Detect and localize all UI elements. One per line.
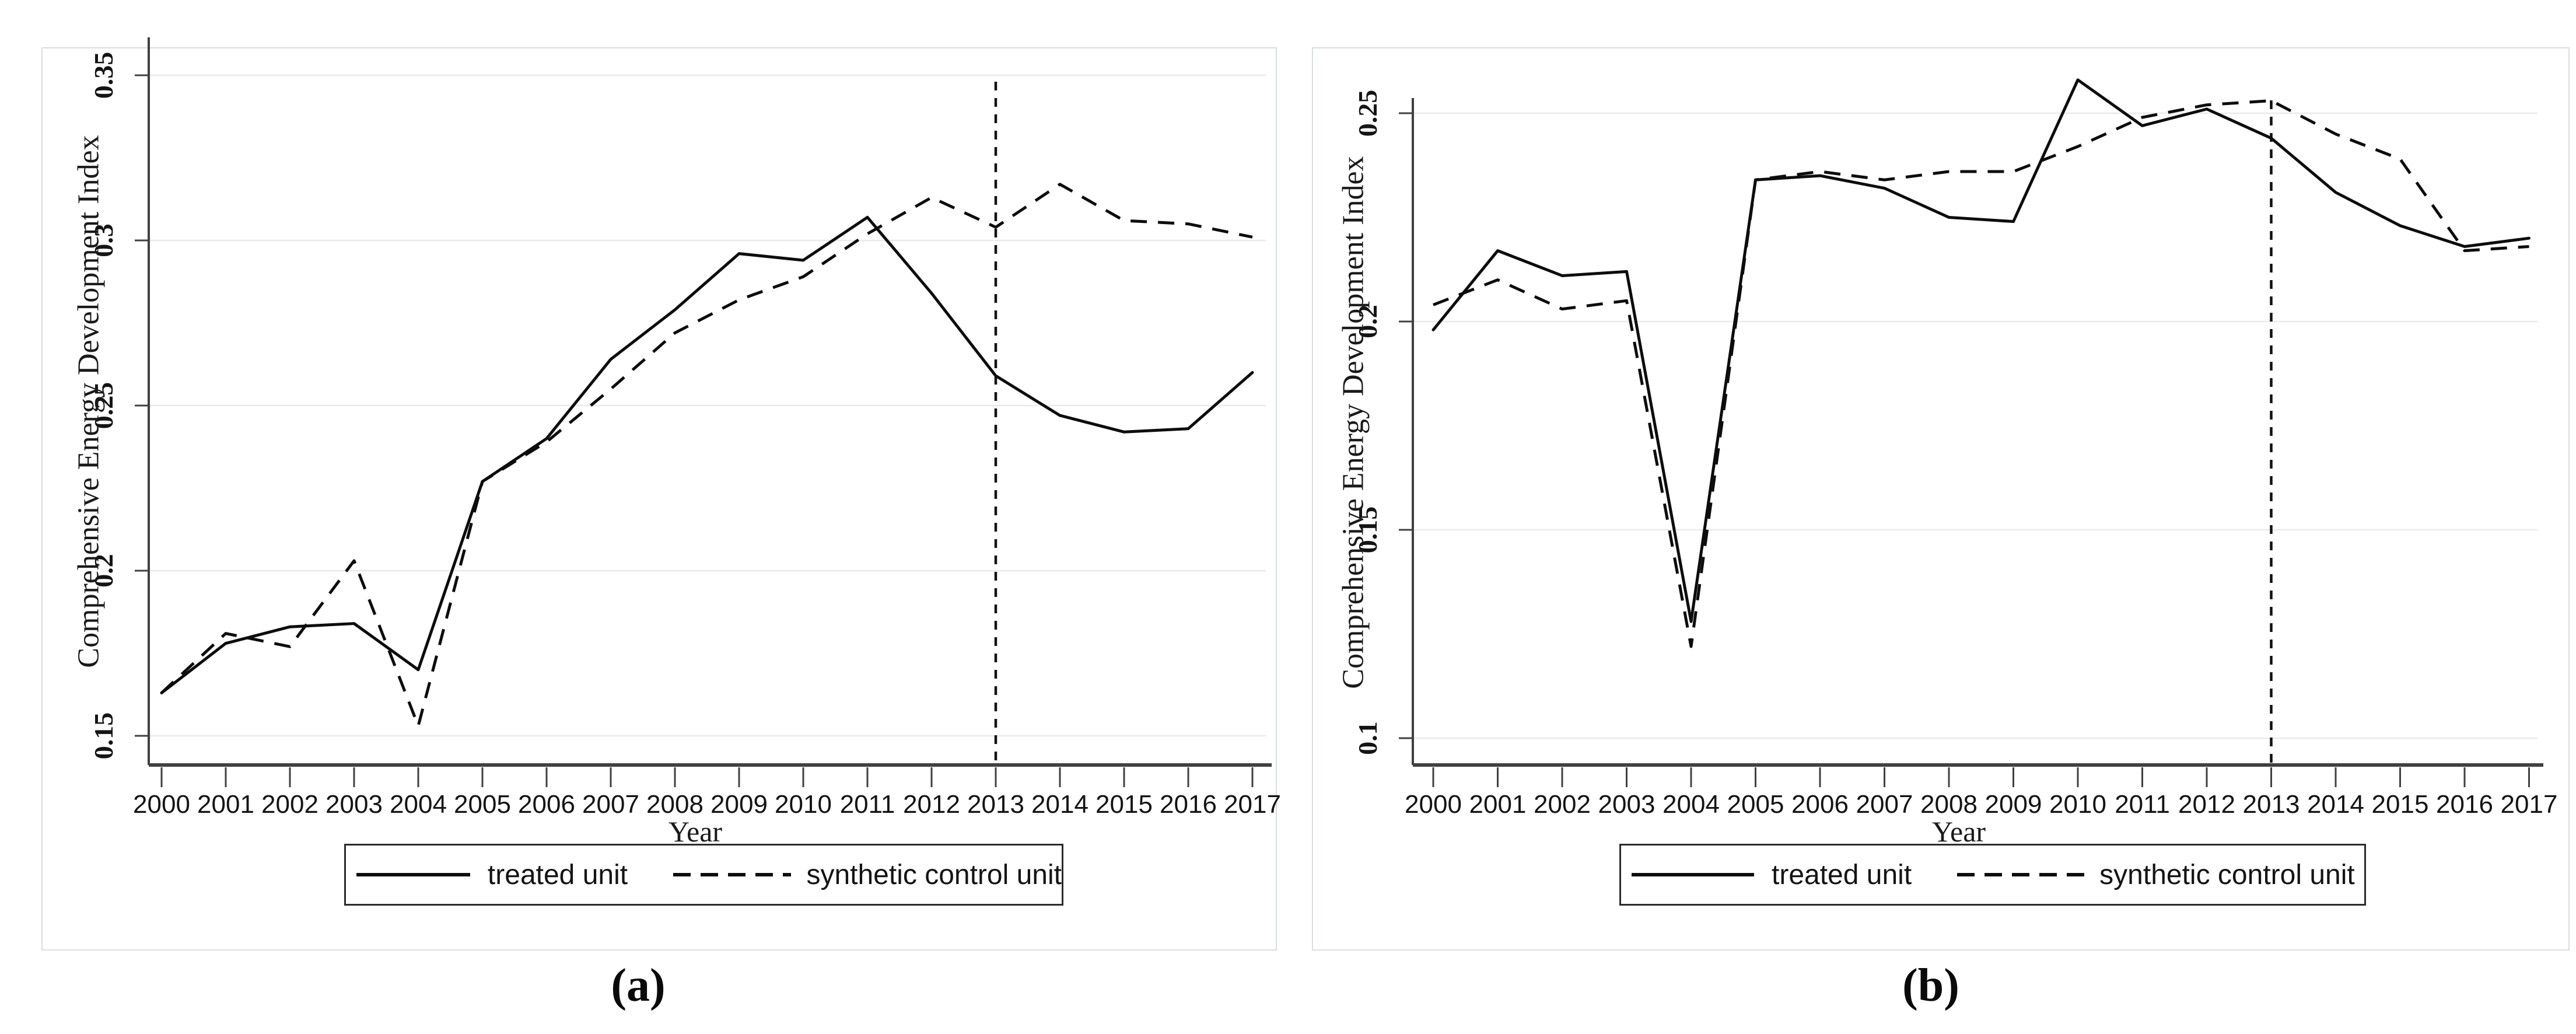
treated-line-b <box>1432 78 2530 623</box>
y-tick-label-a-0.2: 0.2 <box>89 554 118 588</box>
y-tick-label-b-0.25: 0.25 <box>1353 90 1382 137</box>
x-tick-label-b-2003: 2003 <box>1598 790 1656 819</box>
caption-b: (b) <box>1902 960 1959 1011</box>
y-tick-label-a-0.25: 0.25 <box>89 382 118 429</box>
x-tick-label-a-2007: 2007 <box>582 790 639 819</box>
x-axis-title-b: Year <box>1931 815 1986 848</box>
x-tick-label-b-2014: 2014 <box>2307 790 2364 819</box>
x-tick-label-b-2015: 2015 <box>2372 790 2429 819</box>
treated-line-a <box>160 215 1254 694</box>
x-tick-label-a-2006: 2006 <box>518 790 575 819</box>
y-axis-title-a: Comprehensive Energy Development Index <box>72 135 106 668</box>
x-tick-label-b-2004: 2004 <box>1662 790 1720 819</box>
caption-a: (a) <box>611 960 666 1011</box>
legend-a: treated unit synthetic control unit <box>344 844 1063 906</box>
x-tick-label-a-2011: 2011 <box>840 790 895 819</box>
x-tick-label-b-2013: 2013 <box>2243 790 2300 819</box>
graph-region-border-b <box>1312 47 2570 951</box>
x-tick-label-b-2012: 2012 <box>2178 790 2235 819</box>
legend-treated-line-sample <box>356 873 470 876</box>
x-tick-label-a-2012: 2012 <box>903 790 960 819</box>
y-tick-label-a-0.3: 0.3 <box>89 223 118 257</box>
x-tick-label-b-2010: 2010 <box>2049 790 2106 819</box>
y-axis-title-b: Comprehensive Energy Development Index <box>1336 156 1370 689</box>
y-tick-label-b-0.15: 0.15 <box>1353 506 1382 554</box>
x-tick-label-a-2017: 2017 <box>1224 790 1281 819</box>
y-tick-label-b-0.2: 0.2 <box>1353 305 1382 338</box>
x-tick-label-a-2015: 2015 <box>1096 790 1153 819</box>
x-tick-label-b-2000: 2000 <box>1405 790 1462 819</box>
x-tick-label-b-2001: 2001 <box>1469 790 1527 819</box>
x-tick-label-b-2006: 2006 <box>1791 790 1849 819</box>
legend-label-treated: treated unit <box>1772 859 1912 890</box>
synthetic-line-a <box>160 183 1253 728</box>
x-tick-label-a-2008: 2008 <box>646 790 704 819</box>
legend-label-synthetic: synthetic control unit <box>806 859 1062 890</box>
x-tick-label-a-2004: 2004 <box>390 790 447 819</box>
x-tick-label-b-2007: 2007 <box>1856 790 1913 819</box>
legend-label-treated: treated unit <box>487 859 628 890</box>
x-tick-label-a-2002: 2002 <box>261 790 318 819</box>
x-tick-label-a-2005: 2005 <box>454 790 511 819</box>
x-axis-title-a: Year <box>668 815 723 848</box>
x-tick-label-b-2011: 2011 <box>2115 790 2170 819</box>
synthetic-line-b <box>1433 99 2529 648</box>
x-tick-label-a-2013: 2013 <box>967 790 1024 819</box>
x-tick-label-a-2016: 2016 <box>1160 790 1217 819</box>
legend-label-synthetic: synthetic control unit <box>2099 859 2355 890</box>
y-tick-label-a-0.15: 0.15 <box>89 712 118 760</box>
x-tick-label-a-2010: 2010 <box>775 790 832 819</box>
graph-region-border-a <box>41 47 1277 951</box>
x-tick-label-b-2009: 2009 <box>1985 790 2042 819</box>
legend-synthetic-line-sample <box>1957 873 2085 876</box>
x-tick-label-a-2000: 2000 <box>133 790 190 819</box>
x-tick-label-a-2014: 2014 <box>1031 790 1088 819</box>
legend-treated-line-sample <box>1632 873 1754 876</box>
legend-b: treated unit synthetic control unit <box>1619 844 2366 906</box>
x-tick-label-b-2016: 2016 <box>2436 790 2493 819</box>
x-tick-label-a-2009: 2009 <box>710 790 768 819</box>
y-tick-label-a-0.35: 0.35 <box>89 52 118 99</box>
x-tick-label-b-2008: 2008 <box>1920 790 1978 819</box>
x-tick-label-b-2017: 2017 <box>2501 790 2558 819</box>
x-tick-label-a-2001: 2001 <box>197 790 254 819</box>
x-tick-label-b-2005: 2005 <box>1727 790 1784 819</box>
y-tick-label-b-0.1: 0.1 <box>1353 721 1382 755</box>
legend-synthetic-line-sample <box>673 873 792 876</box>
x-tick-label-b-2002: 2002 <box>1534 790 1591 819</box>
x-tick-label-a-2003: 2003 <box>326 790 383 819</box>
